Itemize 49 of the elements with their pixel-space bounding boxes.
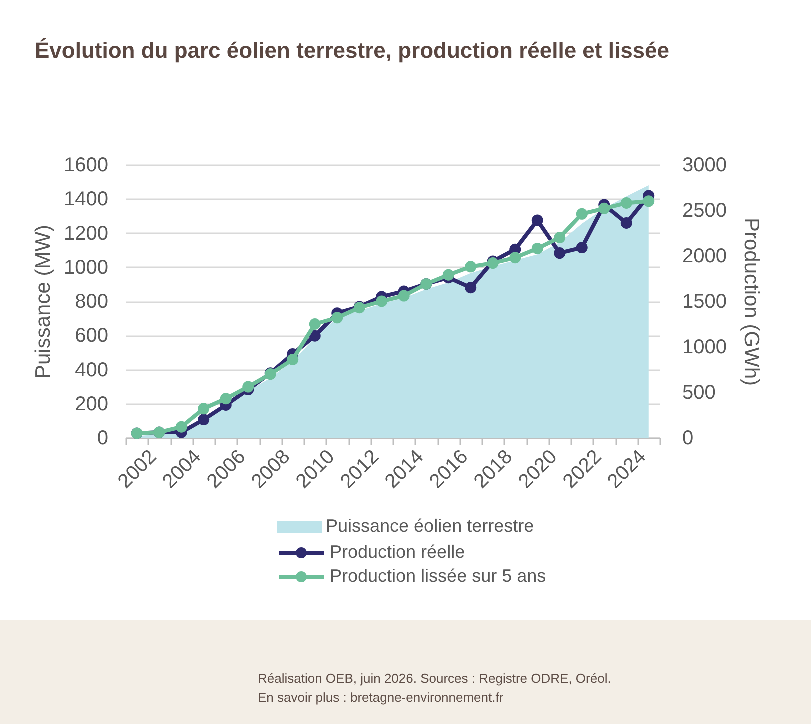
point — [442, 269, 454, 281]
y2-tick-label: 2500 — [682, 200, 727, 222]
y2-tick-label: 1000 — [682, 336, 727, 358]
point — [554, 248, 566, 260]
point — [220, 393, 232, 405]
y2-tick-label: 3000 — [682, 154, 727, 176]
point — [620, 218, 632, 229]
point — [465, 261, 477, 273]
y2-tick-label: 1500 — [682, 291, 727, 313]
y2-tick-label: 2000 — [682, 246, 727, 268]
y-tick-label: 1600 — [64, 154, 108, 176]
point — [309, 330, 321, 342]
y-axis-title: Puissance (MW) — [32, 224, 56, 380]
legend-label: Production réelle — [330, 542, 466, 562]
point — [398, 290, 410, 302]
chart-title: Évolution du parc éolien terrestre, production réelle et lissée — [35, 38, 670, 63]
legend-label: Production lissée sur 5 ans — [330, 566, 546, 586]
point — [332, 312, 344, 324]
y-tick-label: 800 — [75, 291, 108, 313]
y-tick-label: 1400 — [64, 188, 108, 211]
y2-axis-title: Production (GWh) — [740, 218, 763, 386]
text: En savoir plus : bretagne-environnement.fr — [258, 690, 504, 705]
point — [510, 252, 522, 264]
y-tick-label: 0 — [97, 428, 108, 450]
text: Réalisation OEB, juin 2026. Sources : Registre ODRE, Oréol. — [258, 671, 612, 686]
y-tick-label: 200 — [75, 393, 108, 416]
point — [465, 282, 477, 294]
point — [376, 296, 388, 308]
y-tick-label: 1200 — [64, 222, 108, 245]
y-tick-label: 400 — [75, 359, 108, 382]
point — [576, 208, 588, 220]
point — [576, 242, 588, 254]
point — [598, 202, 610, 214]
point — [287, 354, 299, 366]
y-tick-label: 1000 — [64, 256, 108, 279]
y2-tick-label: 500 — [682, 382, 716, 404]
point — [176, 421, 188, 433]
point — [532, 242, 544, 254]
point — [309, 318, 321, 330]
legend-label: Puissance éolien terrestre — [326, 516, 534, 536]
y-tick-label: 600 — [75, 325, 108, 348]
point — [620, 197, 632, 209]
point — [532, 214, 544, 226]
point — [198, 414, 210, 426]
y2-tick-label: 0 — [682, 428, 694, 450]
point — [554, 232, 566, 244]
point — [242, 381, 254, 393]
point — [643, 196, 655, 208]
point — [198, 403, 210, 415]
